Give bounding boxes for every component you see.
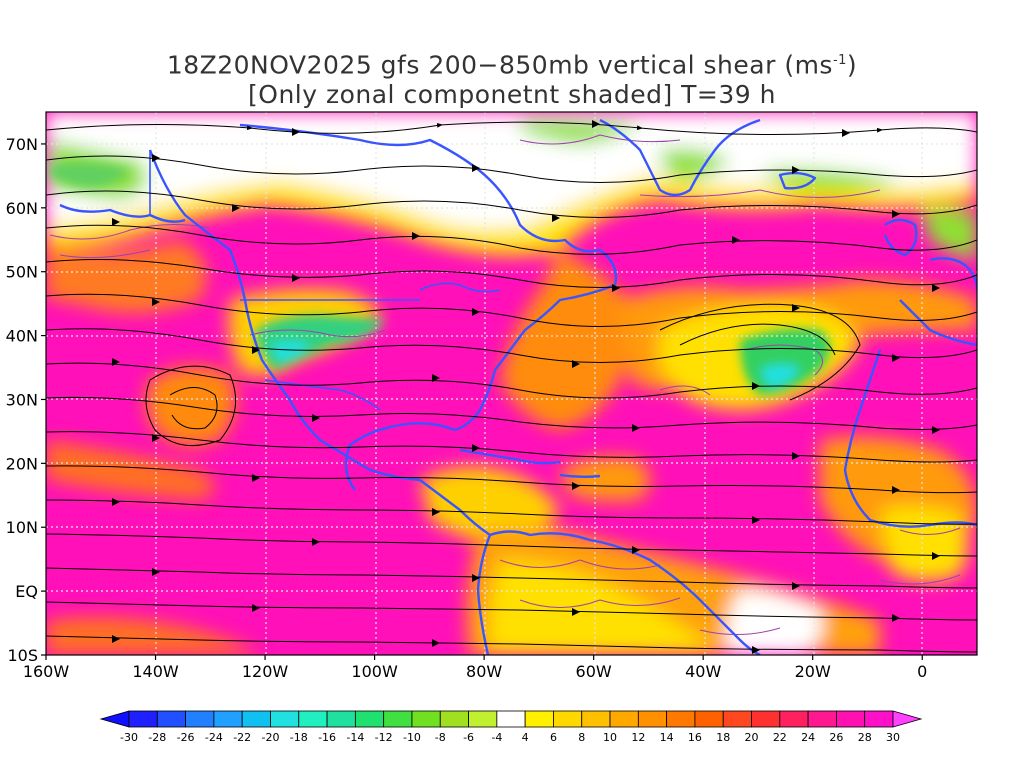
lat-tick-label: 60N [6,199,38,218]
figure-title: 18Z20NOV2025 gfs 200−850mb vertical shea… [0,46,1024,110]
colorbar-swatch [553,710,583,728]
shading-weak-shear [50,162,830,395]
colorbar-swatch [128,710,158,728]
colorbar-swatch [836,710,866,728]
lon-tick-label: 120W [242,662,289,681]
lat-tick-label: 10S [7,646,38,665]
lat-tick-label: 20N [6,454,38,473]
lat-tick-label: 70N [6,135,38,154]
colorbar-label: -8 [435,731,446,744]
lat-tick-label: EQ [15,582,38,601]
colorbar-label: -18 [290,731,308,744]
colorbar-label: 12 [631,731,645,744]
lon-tick-label: 160W [23,662,70,681]
colorbar-swatch [241,710,271,728]
title-line-2: [Only zonal componetnt shaded] T=39 h [248,80,776,110]
colorbar-label: -10 [403,731,421,744]
colorbar-swatch [581,710,611,728]
lon-tick-label: 60W [576,662,612,681]
lat-tick-label: 10N [6,518,38,537]
lon-tick-label: 140W [132,662,179,681]
colorbar-swatch [156,710,186,728]
colorbar-label: -6 [463,731,474,744]
colorbar-arrow-max [892,710,923,728]
colorbar-label: -16 [318,731,336,744]
colorbar-swatch [496,710,526,728]
colorbar-swatch [326,710,356,728]
colorbar-label: 28 [858,731,872,744]
colorbar-label: 14 [660,731,674,744]
colorbar-label: 24 [801,731,815,744]
colorbar-label: 8 [578,731,585,744]
colorbar-label: 20 [745,731,759,744]
colorbar-swatch [694,710,724,728]
colorbar-arrow-min [99,710,130,728]
colorbar-swatch [524,710,554,728]
colorbar-label: 6 [550,731,557,744]
colorbar-label: -28 [148,731,166,744]
colorbar-swatch [411,710,441,728]
colorbar-label: -12 [375,731,393,744]
colorbar-label: 30 [886,731,900,744]
colorbar-label: 10 [603,731,617,744]
colorbar-swatch [807,710,837,728]
colorbar-swatch [637,710,668,728]
title-line-1: 18Z20NOV2025 gfs 200−850mb vertical shea… [166,50,858,80]
lon-tick-label: 20W [795,662,831,681]
colorbar: -30 -28 -26 -24 -22 -20 -18 -16 -14 -12 -10 -8 -6 -4 4… [99,710,923,744]
colorbar-swatch [609,710,639,728]
colorbar-swatch [383,710,413,728]
colorbar-label: 16 [688,731,702,744]
colorbar-label: 4 [522,731,529,744]
colorbar-swatch [666,710,696,728]
plot-frame [45,111,978,656]
colorbar-swatch [270,710,300,728]
lat-tick-label: 50N [6,263,38,282]
streamline-arrows [112,120,940,654]
colorbar-swatch [439,710,469,728]
lon-tick-label: 100W [351,662,398,681]
lon-tick-label: 40W [685,662,721,681]
colorbar-swatch [354,710,385,728]
lon-tick-label: 80W [466,662,502,681]
colorbar-swatch [864,710,894,728]
colorbar-swatch [298,710,328,728]
colorbar-label: -24 [205,731,223,744]
lat-tick-label: 30N [6,390,38,409]
shear-contours [49,134,961,635]
colorbar-label: -14 [346,731,364,744]
streamlines [46,121,977,653]
colorbar-label: 26 [829,731,843,744]
colorbar-label: -22 [233,731,251,744]
colorbar-swatch [779,710,809,728]
colorbar-swatch [468,710,498,728]
colorbar-label: 18 [716,731,730,744]
colorbar-label: 22 [773,731,787,744]
lat-tick-label: 40N [6,327,38,346]
coastlines [59,118,977,655]
colorbar-swatch [185,710,215,728]
colorbar-swatch [751,710,781,728]
colorbar-label: -26 [177,731,195,744]
colorbar-swatch [722,710,752,728]
colorbar-label: -20 [261,731,279,744]
colorbar-swatch [213,710,243,728]
colorbar-label: -4 [491,731,502,744]
plot-area [46,112,977,655]
colorbar-label: -30 [120,731,138,744]
lon-tick-label: 0 [917,662,927,681]
